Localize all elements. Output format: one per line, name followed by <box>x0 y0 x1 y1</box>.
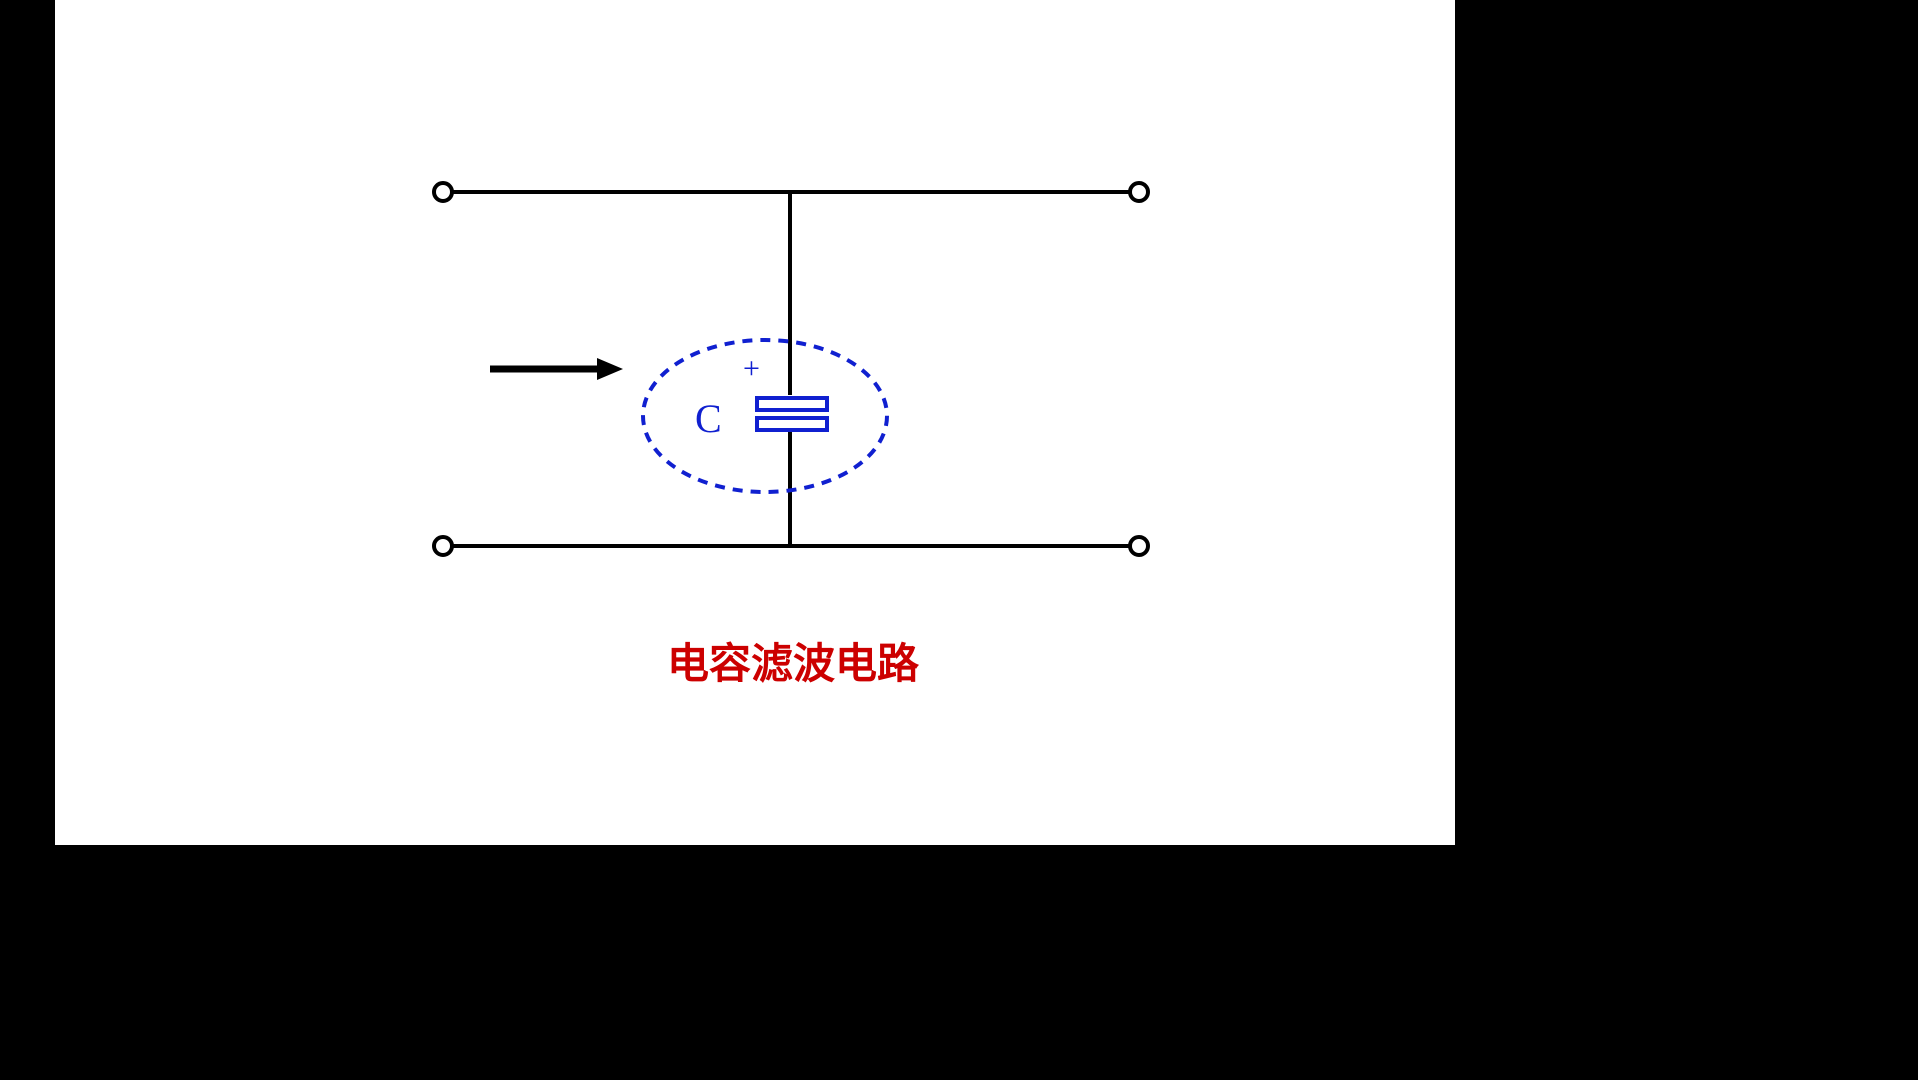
terminal-bottom-left <box>434 537 452 555</box>
arrow <box>490 358 623 380</box>
capacitor-plus: + <box>743 352 760 386</box>
capacitor-label: C <box>695 395 722 442</box>
capacitor-top-plate <box>757 398 827 410</box>
terminal-top-right <box>1130 183 1148 201</box>
capacitor-bottom-plate <box>757 418 827 430</box>
diagram-caption: 电容滤波电路 <box>667 630 919 691</box>
terminal-top-left <box>434 183 452 201</box>
circuit-svg <box>55 0 1455 845</box>
terminal-bottom-right <box>1130 537 1148 555</box>
diagram-canvas: C + 电容滤波电路 <box>55 0 1455 845</box>
